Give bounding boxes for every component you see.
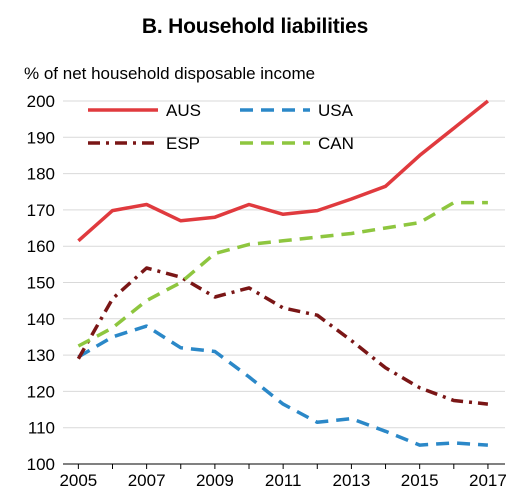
legend-item-aus: AUS <box>88 101 201 120</box>
series-line-can <box>77 200 488 348</box>
legend-label-aus: AUS <box>166 101 201 120</box>
legend-item-usa: USA <box>240 101 354 120</box>
legend-label-usa: USA <box>318 101 354 120</box>
x-tick-label: 2007 <box>128 471 166 490</box>
y-tick-label: 190 <box>27 128 55 147</box>
x-tick-label: 2015 <box>401 471 439 490</box>
series-line-esp <box>76 266 489 406</box>
chart-title: B. Household liabilities <box>141 15 369 38</box>
series-line-usa <box>77 324 489 447</box>
y-tick-label: 120 <box>27 382 55 401</box>
y-tick-label: 170 <box>27 201 55 220</box>
axes: 100 110 120 130 140 150 160 170 180 190 200 2005 200… <box>27 92 507 490</box>
gridlines <box>63 100 505 429</box>
x-tick-label: 2017 <box>469 471 507 490</box>
legend-item-can: CAN <box>240 134 354 153</box>
y-tick-label: 180 <box>27 165 55 184</box>
x-tick-label: 2005 <box>59 471 97 490</box>
y-tick-label: 150 <box>27 274 55 293</box>
legend: AUS USA ESP CAN <box>88 101 354 153</box>
legend-label-can: CAN <box>318 134 354 153</box>
y-axis-unit-label: % of net household disposable income <box>24 64 316 83</box>
y-tick-label: 200 <box>27 92 55 111</box>
y-tick-label: 140 <box>27 310 55 329</box>
y-tick-label: 160 <box>27 237 55 256</box>
legend-item-esp: ESP <box>88 134 200 153</box>
y-tick-label: 130 <box>27 346 55 365</box>
x-tick-label: 2013 <box>332 471 370 490</box>
series-lines <box>76 99 489 447</box>
y-tick-label: 100 <box>27 455 55 474</box>
x-tick-label: 2011 <box>265 471 302 490</box>
x-tick-label: 2009 <box>196 471 234 490</box>
y-tick-label: 110 <box>28 419 55 438</box>
series-line-aus <box>77 99 489 243</box>
legend-label-esp: ESP <box>166 134 200 153</box>
